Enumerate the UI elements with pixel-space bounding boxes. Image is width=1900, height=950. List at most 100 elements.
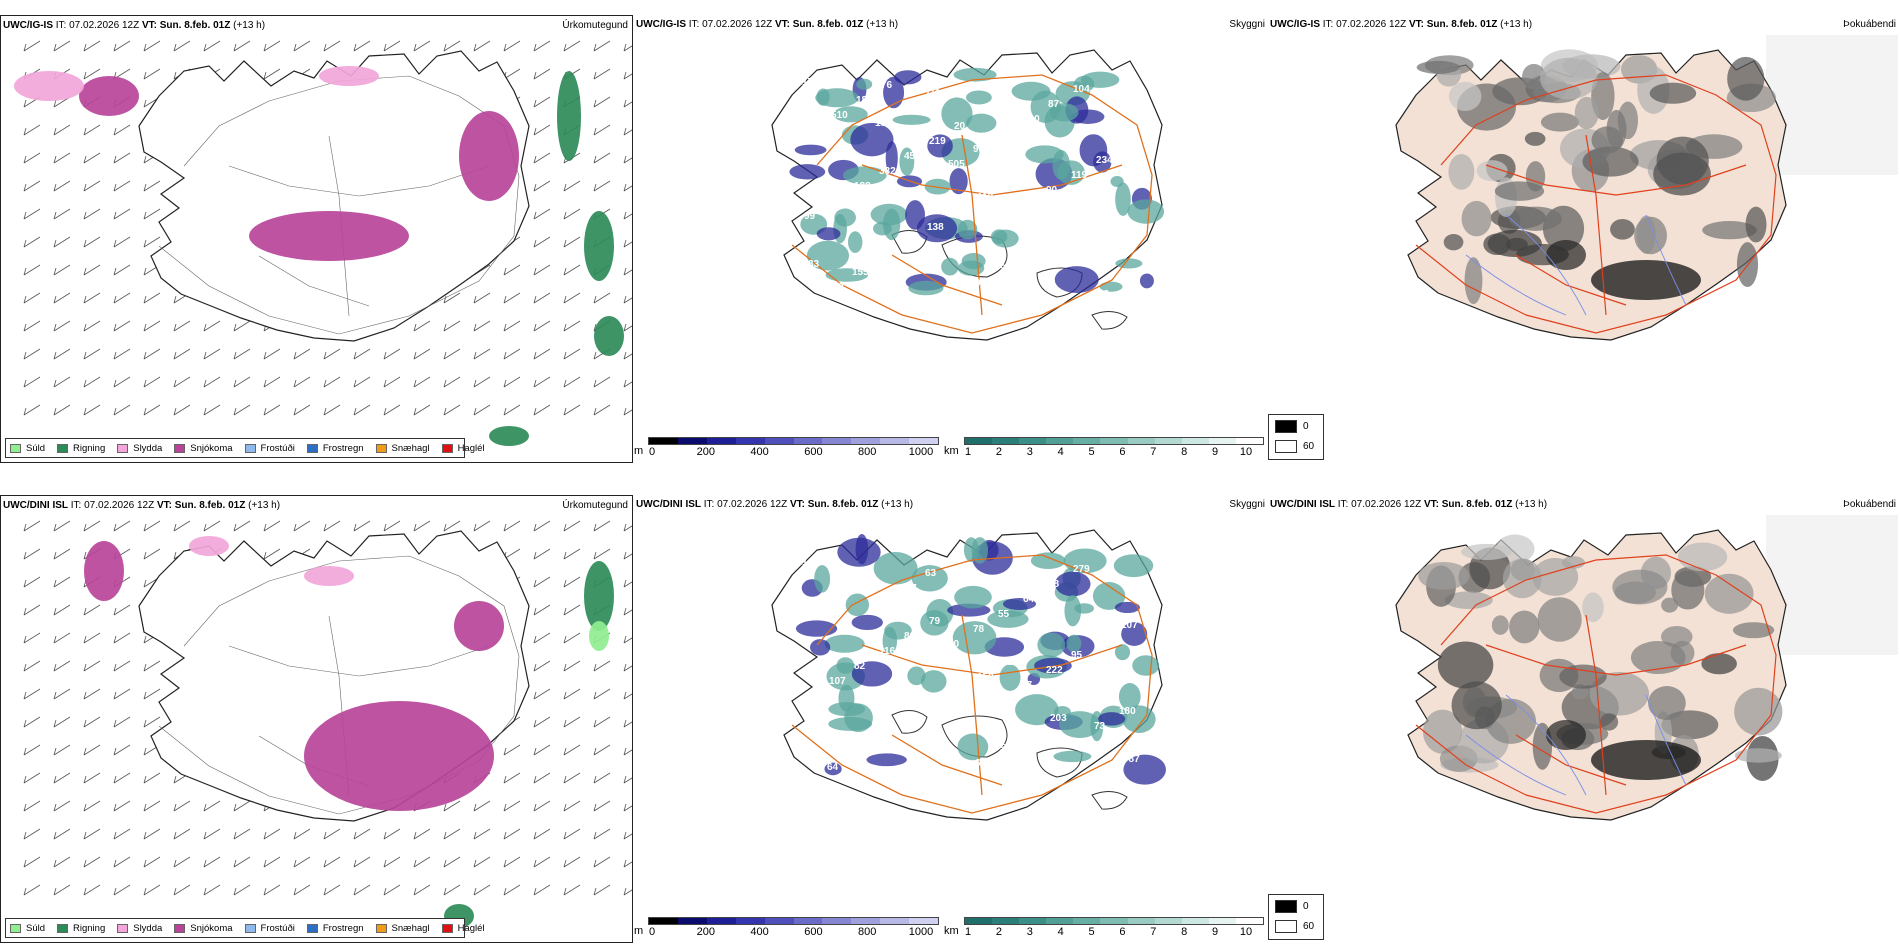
precip-legend-swatch (10, 443, 21, 453)
precip-map (14, 40, 632, 446)
panel-header: UWC/DINI ISL IT: 07.02.2026 12Z VT: Sun.… (3, 500, 280, 511)
precip-legend-label: Frostúði (260, 442, 295, 454)
colorbar-tick: 400 (750, 446, 769, 458)
colorbar-segment (649, 438, 678, 444)
precip-legend-label: Frostregn (322, 922, 364, 934)
precip-legend-label: Rigning (73, 922, 106, 934)
fog-legend-high: 60 (1303, 441, 1315, 452)
lead-time: (+13 h) (233, 20, 266, 31)
panel-title: Úrkomutegund (562, 20, 628, 31)
visibility-label: 72 (1002, 657, 1014, 668)
visibility-label: 110 (950, 293, 967, 304)
precip-legend-label: Slydda (133, 442, 163, 454)
colorbar-segment (706, 438, 736, 444)
visibility-label: 130 (1119, 226, 1136, 237)
visibility-label: 165 (804, 691, 821, 702)
visibility-label: 104 (1073, 84, 1090, 95)
visibility-label: 79 (950, 773, 962, 784)
fog-swatch-0 (1275, 900, 1297, 913)
model-name: UWC/IG-IS (3, 20, 53, 31)
visibility-label: 180 (856, 95, 873, 106)
visibility-label: 93 (1121, 140, 1133, 151)
precip-legend-item: Frostregn (306, 922, 364, 934)
colorbar-strip (648, 917, 939, 925)
visibility-label: 60 (948, 639, 960, 650)
colorbar-segment (1100, 438, 1128, 444)
precip-legend-item: Snæhagl (375, 443, 430, 454)
colorbar-segment (764, 918, 794, 924)
visibility-label: 97 (1123, 274, 1135, 285)
visibility-label: 789 (952, 207, 969, 218)
colorbar-tick: 9 (1212, 926, 1219, 938)
ceiling-colorbar: m 0 200 400 600 800 1000 (634, 917, 939, 941)
visibility-label: 97 (952, 687, 964, 698)
precip-legend-swatch (174, 923, 186, 933)
colorbar-tick: 0 (648, 926, 656, 938)
colorbar-strip (648, 437, 939, 445)
colorbar-segment (677, 438, 707, 444)
vt-value: Sun. 8.feb. 01Z (807, 499, 879, 510)
colorbar-tick: 2 (995, 926, 1002, 938)
visibility-label: 20 (954, 121, 966, 132)
colorbar-segment (1181, 918, 1209, 924)
precip-panel-1: UWC/IG-IS IT: 07.02.2026 12Z VT: Sun. 8.… (0, 15, 633, 463)
visibility-label: 505 (948, 159, 965, 170)
precip-legend-swatch (174, 443, 186, 453)
road-network (791, 74, 1153, 334)
colorbar-segment (822, 438, 852, 444)
precip-legend-item: Frostúði (244, 923, 295, 934)
visibility-label: 116 (879, 646, 896, 657)
visibility-label: 79 (875, 598, 887, 609)
visibility-colorbar: km 1 2 3 4 5 6 7 8 9 10 (944, 917, 1264, 941)
colorbar-tick: 200 (696, 446, 715, 458)
visibility-label: 77 (1021, 680, 1033, 691)
fog-legend: 0 60 (1268, 414, 1324, 460)
visibility-label: 219 (929, 136, 946, 147)
district-borders (158, 75, 520, 335)
colorbar-strip (964, 437, 1264, 445)
colorbar-tick: 400 (750, 926, 769, 938)
visibility-label: 83 (808, 259, 820, 270)
visibility-label: 207 (806, 125, 823, 136)
road-network (1415, 74, 1777, 334)
colorbar-tick: 10 (1239, 926, 1253, 938)
colorbar-segment (1019, 918, 1047, 924)
colorbar-segment (793, 438, 823, 444)
visibility-label: 114 (1050, 233, 1067, 244)
it-value: 07.02.2026 12Z (69, 20, 140, 31)
visibility-label: 279 (1073, 564, 1090, 575)
precip-legend-swatch (375, 443, 387, 453)
precip-legend-item: Snjókoma (174, 443, 233, 454)
precip-legend-swatch (306, 443, 318, 453)
vt-value: Sun. 8.feb. 01Z (1426, 19, 1498, 30)
coastline (771, 529, 1163, 821)
visibility-label: 100 (1023, 114, 1040, 125)
visibility-label: 99 (804, 211, 816, 222)
visibility-label: 222 (1046, 665, 1063, 676)
colorbar-segment (851, 918, 881, 924)
colorbar-segment (1073, 438, 1101, 444)
visibility-label: 95 (1071, 650, 1083, 661)
coastline (138, 50, 530, 342)
visibility-label: 93 (1075, 218, 1087, 229)
vt-label: VT: (774, 19, 790, 30)
fog-legend-low: 0 (1303, 901, 1309, 912)
visibility-label: 107 (1121, 620, 1138, 631)
lead-time: (+13 h) (866, 19, 899, 30)
visibility-label: 82 (854, 661, 866, 672)
it-value: 07.02.2026 12Z (702, 19, 773, 30)
precip-legend-item: Slydda (117, 443, 162, 454)
visibility-label: 79 (929, 616, 941, 627)
colorbar-segment (965, 438, 993, 444)
visibility-label: 69 (877, 732, 889, 743)
colorbar-segment (735, 918, 765, 924)
it-label: IT: (1337, 499, 1349, 510)
lead-time: (+13 h) (1500, 19, 1533, 30)
colorbar-tick: 4 (1057, 446, 1064, 458)
visibility-label: 787 (1123, 754, 1140, 765)
precip-legend-item: Haglél (441, 443, 485, 454)
visibility-label: 120 (1025, 728, 1042, 739)
visibility-label: 452 (904, 151, 921, 162)
visibility-label: 81 (1098, 769, 1110, 780)
fog-swatch-0 (1275, 420, 1297, 433)
